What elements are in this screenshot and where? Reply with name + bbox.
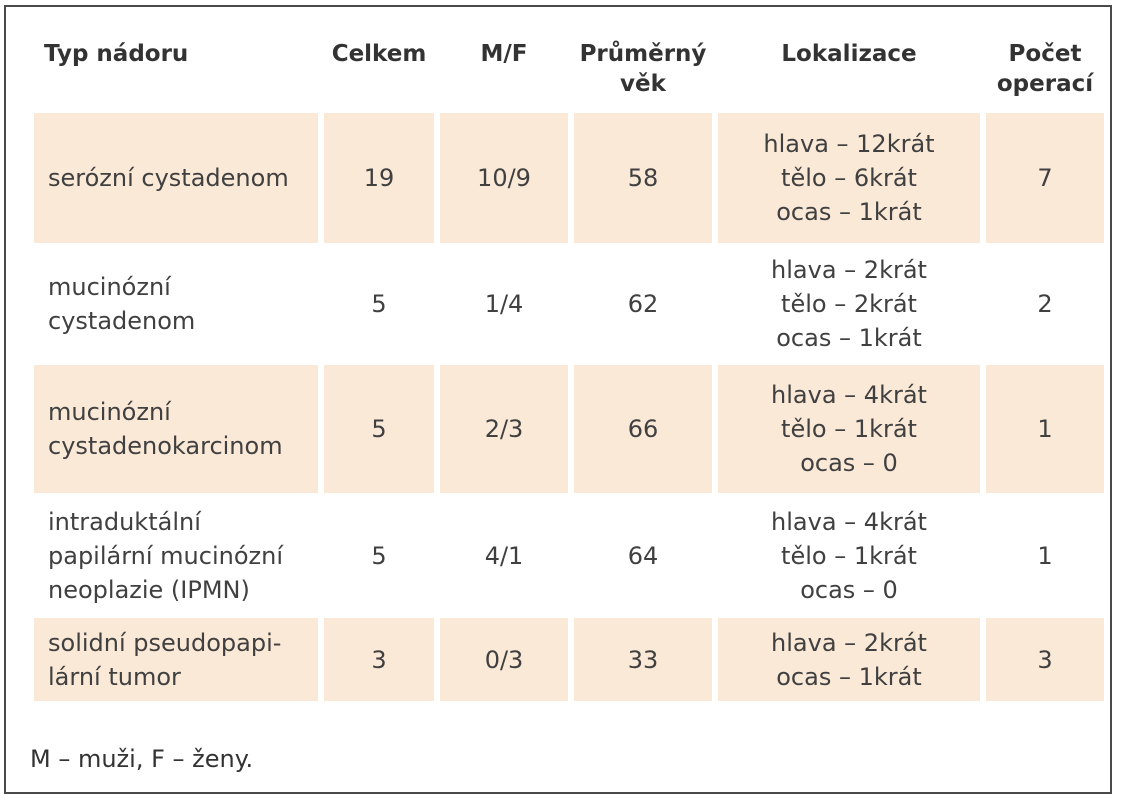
header-mf: M/F [480, 41, 528, 67]
cell-location: hlava – 4krát tělo – 1krát ocas – 0 [718, 499, 980, 612]
cell-operations: 1 [986, 365, 1104, 493]
location-line: hlava – 2krát [771, 628, 927, 657]
cell-location: hlava – 12krát tělo – 6krát ocas – 1krát [718, 113, 980, 243]
table-header-row: Typ nádoru Celkem M/F Průměrný věk Lokal… [34, 31, 1104, 107]
cell-location: hlava – 4krát tělo – 1krát ocas – 0 [718, 365, 980, 493]
cell-total: 5 [371, 541, 387, 570]
type-line: cystadenom [48, 307, 196, 335]
cell-total: 5 [324, 365, 434, 493]
cell-age: 33 [574, 618, 712, 701]
type-line: cystadenokarcinom [48, 432, 283, 460]
cell-total: 19 [324, 113, 434, 243]
type-line: solidní pseudopapi- [48, 628, 282, 657]
cell-type: mucinózní cystadenom [34, 249, 318, 359]
cell-operations: 7 [986, 113, 1104, 243]
cell-operations: 1 [1037, 541, 1053, 570]
header-age-line1: Průměrný [579, 41, 707, 67]
location-line: tělo – 1krát [781, 415, 917, 443]
cell-type: serózní cystadenom [34, 113, 318, 243]
cell-location: hlava – 2krát tělo – 2krát ocas – 1krát [718, 249, 980, 359]
header-type: Typ nádoru [44, 41, 189, 67]
header-total: Celkem [331, 41, 427, 67]
cell-mf: 4/1 [484, 541, 524, 570]
type-line: intraduktální [48, 507, 201, 536]
type-line: mucinózní [48, 398, 171, 426]
type-line: mucinózní [48, 273, 171, 301]
location-line: tělo – 6krát [781, 164, 917, 192]
header-location: Lokalizace [781, 41, 917, 67]
location-line: tělo – 2krát [781, 290, 917, 318]
location-line: ocas – 1krát [776, 198, 922, 226]
type-line: lární tumor [48, 662, 181, 691]
type-line: papilární mucinózní [48, 541, 283, 570]
cell-operations: 2 [1037, 290, 1053, 318]
cell-age: 62 [627, 290, 659, 318]
type-line: serózní cystadenom [48, 164, 289, 192]
cell-age: 66 [574, 365, 712, 493]
cell-age: 64 [627, 541, 659, 570]
table-row: mucinózní cystadenom 5 1/4 62 hlava – 2k… [34, 249, 1104, 359]
location-line: ocas – 0 [800, 449, 898, 477]
header-operations: Počet operací [986, 31, 1104, 107]
type-line: neoplazie (IPMN) [48, 575, 250, 604]
cell-type: intraduktální papilární mucinózní neopla… [34, 499, 318, 612]
location-line: hlava – 4krát [771, 381, 927, 409]
table-row: solidní pseudopapi- lární tumor 3 0/3 33… [34, 618, 1104, 701]
location-line: hlava – 4krát [771, 507, 927, 536]
location-line: hlava – 2krát [771, 256, 927, 284]
table-frame: Typ nádoru Celkem M/F Průměrný věk Lokal… [4, 5, 1112, 794]
cell-location: hlava – 2krát ocas – 1krát [718, 618, 980, 701]
location-line: ocas – 0 [800, 575, 898, 604]
table-footnote: M – muži, F – ženy. [30, 745, 254, 773]
location-line: ocas – 1krát [776, 662, 922, 691]
cell-age: 58 [574, 113, 712, 243]
cell-type: solidní pseudopapi- lární tumor [34, 618, 318, 701]
location-line: ocas – 1krát [776, 324, 922, 352]
cell-total: 5 [371, 290, 387, 318]
header-age-line2: věk [620, 71, 666, 97]
cell-mf: 2/3 [440, 365, 568, 493]
tumor-table: Typ nádoru Celkem M/F Průměrný věk Lokal… [28, 25, 1110, 707]
header-ops-line2: operací [996, 71, 1094, 97]
cell-mf: 10/9 [440, 113, 568, 243]
cell-total: 3 [324, 618, 434, 701]
table-row: mucinózní cystadenokarcinom 5 2/3 66 hla… [34, 365, 1104, 493]
cell-operations: 3 [986, 618, 1104, 701]
table-row: serózní cystadenom 19 10/9 58 hlava – 12… [34, 113, 1104, 243]
header-ops-line1: Počet [1008, 41, 1082, 67]
table-row: intraduktální papilární mucinózní neopla… [34, 499, 1104, 612]
location-line: hlava – 12krát [763, 130, 935, 158]
location-line: tělo – 1krát [781, 541, 917, 570]
header-age: Průměrný věk [574, 31, 712, 107]
cell-type: mucinózní cystadenokarcinom [34, 365, 318, 493]
cell-mf: 0/3 [440, 618, 568, 701]
cell-mf: 1/4 [484, 290, 524, 318]
